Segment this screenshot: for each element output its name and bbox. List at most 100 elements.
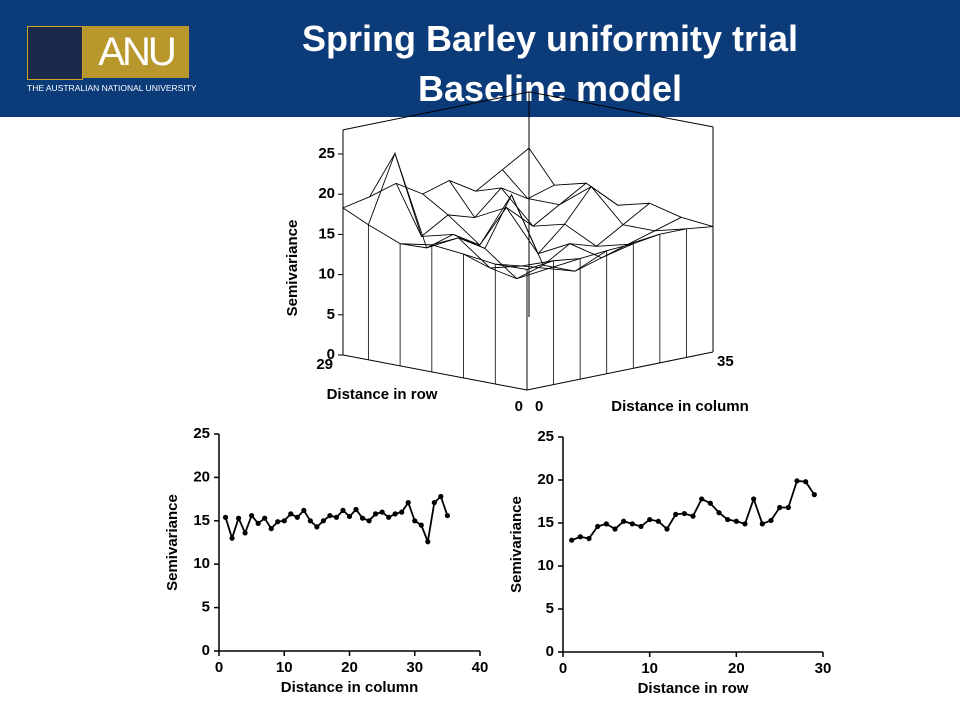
point (768, 517, 774, 524)
point (725, 516, 731, 523)
z-tick-label: 5 (327, 306, 335, 323)
y-axis-label: Distance in column (611, 398, 749, 415)
z-tick-label: 10 (318, 266, 335, 283)
point (586, 535, 592, 542)
y-tick-label: 15 (193, 512, 210, 529)
point (333, 514, 340, 520)
point (418, 522, 424, 528)
surface-row (495, 216, 682, 272)
point (366, 518, 372, 524)
surface-column (448, 180, 634, 259)
point (353, 506, 359, 513)
point (803, 479, 809, 485)
x-tick-label: 0 (215, 659, 223, 676)
surface-column (369, 152, 554, 269)
point (386, 514, 392, 520)
point (655, 518, 661, 524)
point (314, 524, 320, 530)
header: ANU THE AUSTRALIAN NATIONAL UNIVERSITY S… (0, 0, 960, 117)
surface-column (528, 147, 714, 228)
x-tick-label: 29 (316, 356, 333, 373)
surface-column (502, 169, 687, 232)
point (751, 496, 757, 502)
y-tick-label: 0 (535, 398, 543, 415)
surface-row (463, 202, 650, 280)
z-tick-label: 15 (318, 225, 335, 242)
title: Spring Barley uniformity trial Baseline … (200, 14, 900, 114)
point (346, 513, 353, 520)
y-tick-label: 10 (193, 555, 210, 572)
surface-column (395, 183, 581, 280)
logo-text: ANU (83, 26, 189, 78)
point (444, 512, 450, 519)
point (379, 509, 385, 515)
point (249, 512, 255, 519)
box-edge (342, 354, 528, 391)
point (629, 521, 635, 527)
point (425, 539, 431, 545)
point (438, 493, 444, 500)
y-tick-label: 15 (537, 514, 554, 531)
point (621, 518, 627, 524)
point (638, 523, 644, 530)
point (281, 518, 287, 524)
line (571, 479, 816, 542)
y-tick-label: 10 (537, 557, 554, 574)
point (681, 510, 687, 517)
y-tick-label: 35 (717, 353, 734, 370)
point (577, 534, 583, 540)
point (222, 514, 229, 520)
x-axis-label: Distance in row (638, 680, 749, 697)
point (235, 515, 242, 521)
point (647, 516, 653, 523)
point (785, 504, 791, 511)
point (794, 478, 800, 484)
point (673, 511, 679, 517)
point (262, 515, 268, 521)
x-tick-label: 10 (276, 659, 293, 676)
x-tick-label: 10 (641, 660, 658, 677)
point (569, 537, 575, 543)
x-axis-label: Distance in row (327, 386, 438, 403)
point (288, 511, 294, 517)
y-axis-label: Semivariance (508, 496, 525, 593)
z-tick-label: 0 (327, 346, 335, 363)
surface-column (422, 193, 607, 272)
surface-row (342, 147, 530, 209)
point (294, 514, 300, 520)
point (255, 520, 261, 527)
x-tick-label: 20 (728, 660, 745, 677)
box-edge (342, 91, 530, 131)
point (742, 521, 748, 527)
surface-column (342, 207, 528, 270)
point (412, 518, 418, 524)
box-edge (526, 351, 714, 391)
y-tick-label: 25 (193, 425, 210, 442)
box-edge (528, 91, 714, 128)
z-axis-label: Semivariance (284, 220, 301, 317)
point (595, 523, 601, 530)
y-tick-label: 0 (546, 643, 554, 660)
x-tick-label: 0 (559, 660, 567, 677)
point (320, 518, 326, 524)
y-tick-label: 5 (202, 599, 210, 616)
point (392, 511, 398, 517)
point (733, 518, 739, 524)
point (327, 512, 333, 519)
point (405, 499, 411, 506)
surface-column (475, 187, 660, 247)
point (759, 521, 765, 527)
x-axis-label: Distance in column (281, 679, 419, 696)
point (399, 509, 405, 515)
title-line: Spring Barley uniformity trial (301, 18, 799, 59)
title-line: Baseline model (417, 68, 683, 109)
point (340, 507, 346, 513)
point (275, 519, 281, 525)
point (268, 526, 274, 532)
surface-row (367, 152, 555, 238)
y-tick-label: 20 (193, 468, 210, 485)
point (612, 526, 618, 532)
z-tick-label: 20 (318, 185, 335, 202)
